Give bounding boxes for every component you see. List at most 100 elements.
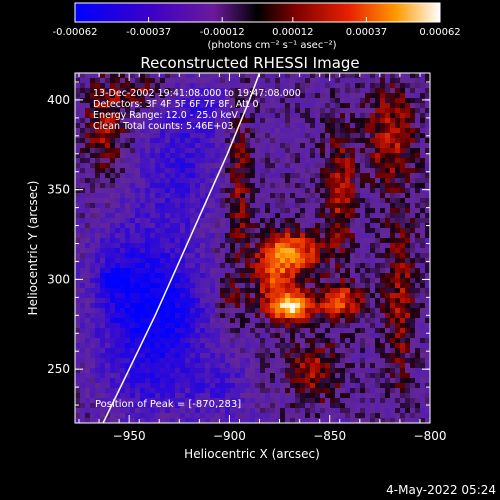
heatmap-cell <box>320 418 326 423</box>
heatmap-cell <box>120 263 126 269</box>
heatmap-cell <box>250 343 256 349</box>
heatmap-cell <box>350 103 356 109</box>
heatmap-cell <box>210 98 216 104</box>
heatmap-cell <box>405 338 411 344</box>
heatmap-cell <box>95 123 101 129</box>
heatmap-cell <box>215 293 221 299</box>
heatmap-cell <box>365 413 371 419</box>
x-tick-label: −850 <box>313 429 346 443</box>
heatmap-cell <box>330 388 336 394</box>
heatmap-cell <box>360 163 366 169</box>
heatmap-cell <box>220 263 226 269</box>
heatmap-cell <box>265 108 271 114</box>
heatmap-cell <box>270 288 276 294</box>
heatmap-cell <box>260 178 266 184</box>
heatmap-cell <box>120 368 126 374</box>
heatmap-cell <box>95 243 101 249</box>
heatmap-cell <box>95 348 101 354</box>
heatmap-cell <box>375 203 381 209</box>
heatmap-cell <box>140 233 146 239</box>
heatmap-cell <box>335 108 341 114</box>
heatmap-cell <box>105 113 111 119</box>
heatmap-cell <box>200 313 206 319</box>
heatmap-cell <box>405 93 411 99</box>
heatmap-cell <box>90 243 96 249</box>
heatmap-cell <box>330 308 336 314</box>
heatmap-cell <box>195 178 201 184</box>
heatmap-cell <box>275 413 281 419</box>
heatmap-cell <box>205 353 211 359</box>
heatmap-cell <box>290 113 296 119</box>
heatmap-cell <box>120 358 126 364</box>
heatmap-cell <box>280 268 286 274</box>
heatmap-cell <box>400 198 406 204</box>
heatmap-cell <box>115 398 121 404</box>
heatmap-cell <box>285 213 291 219</box>
heatmap-cell <box>420 168 426 174</box>
heatmap-cell <box>295 313 301 319</box>
heatmap-cell <box>340 73 346 79</box>
heatmap-cell <box>275 193 281 199</box>
heatmap-cell <box>195 243 201 249</box>
heatmap-cell <box>175 228 181 234</box>
heatmap-cell <box>370 198 376 204</box>
heatmap-cell <box>325 158 331 164</box>
heatmap-cell <box>160 153 166 159</box>
heatmap-cell <box>330 283 336 289</box>
heatmap-cell <box>80 278 86 284</box>
heatmap-cell <box>275 338 281 344</box>
heatmap-cell <box>425 303 430 309</box>
heatmap-cell <box>380 158 386 164</box>
heatmap-cell <box>190 418 196 423</box>
heatmap-cell <box>165 418 171 423</box>
heatmap-cell <box>315 123 321 129</box>
heatmap-cell <box>300 303 306 309</box>
heatmap-cell <box>390 138 396 144</box>
heatmap-cell <box>105 153 111 159</box>
heatmap-cell <box>330 403 336 409</box>
heatmap-cell <box>135 358 141 364</box>
heatmap-cell <box>220 188 226 194</box>
heatmap-cell <box>110 163 116 169</box>
heatmap-cell <box>115 93 121 99</box>
heatmap-cell <box>110 248 116 254</box>
heatmap-cell <box>360 268 366 274</box>
heatmap-cell <box>155 108 161 114</box>
heatmap-cell <box>280 93 286 99</box>
heatmap-cell <box>125 373 131 379</box>
heatmap-cell <box>255 348 261 354</box>
heatmap-cell <box>115 418 121 423</box>
heatmap-cell <box>90 258 96 264</box>
heatmap-cell <box>305 233 311 239</box>
heatmap-cell <box>80 233 86 239</box>
heatmap-cell <box>280 348 286 354</box>
heatmap-cell <box>95 188 101 194</box>
heatmap-cell <box>195 93 201 99</box>
heatmap-cell <box>205 98 211 104</box>
heatmap-cell <box>235 338 241 344</box>
heatmap-cell <box>310 153 316 159</box>
heatmap-cell <box>350 213 356 219</box>
heatmap-cell <box>190 358 196 364</box>
heatmap-cell <box>260 348 266 354</box>
heatmap-cell <box>285 118 291 124</box>
heatmap-cell <box>295 238 301 244</box>
heatmap-cell <box>200 338 206 344</box>
heatmap-cell <box>390 343 396 349</box>
heatmap-cell <box>80 228 86 234</box>
heatmap-cell <box>235 243 241 249</box>
heatmap-cell <box>90 148 96 154</box>
heatmap-cell <box>390 218 396 224</box>
heatmap-cell <box>265 298 271 304</box>
heatmap-cell <box>280 223 286 229</box>
heatmap-cell <box>150 388 156 394</box>
heatmap-cell <box>380 418 386 423</box>
heatmap-cell <box>150 378 156 384</box>
heatmap-cell <box>195 128 201 134</box>
heatmap-cell <box>305 73 311 79</box>
heatmap-cell <box>230 268 236 274</box>
heatmap-cell <box>425 268 430 274</box>
heatmap-cell <box>170 293 176 299</box>
heatmap-cell <box>390 153 396 159</box>
heatmap-cell <box>295 303 301 309</box>
